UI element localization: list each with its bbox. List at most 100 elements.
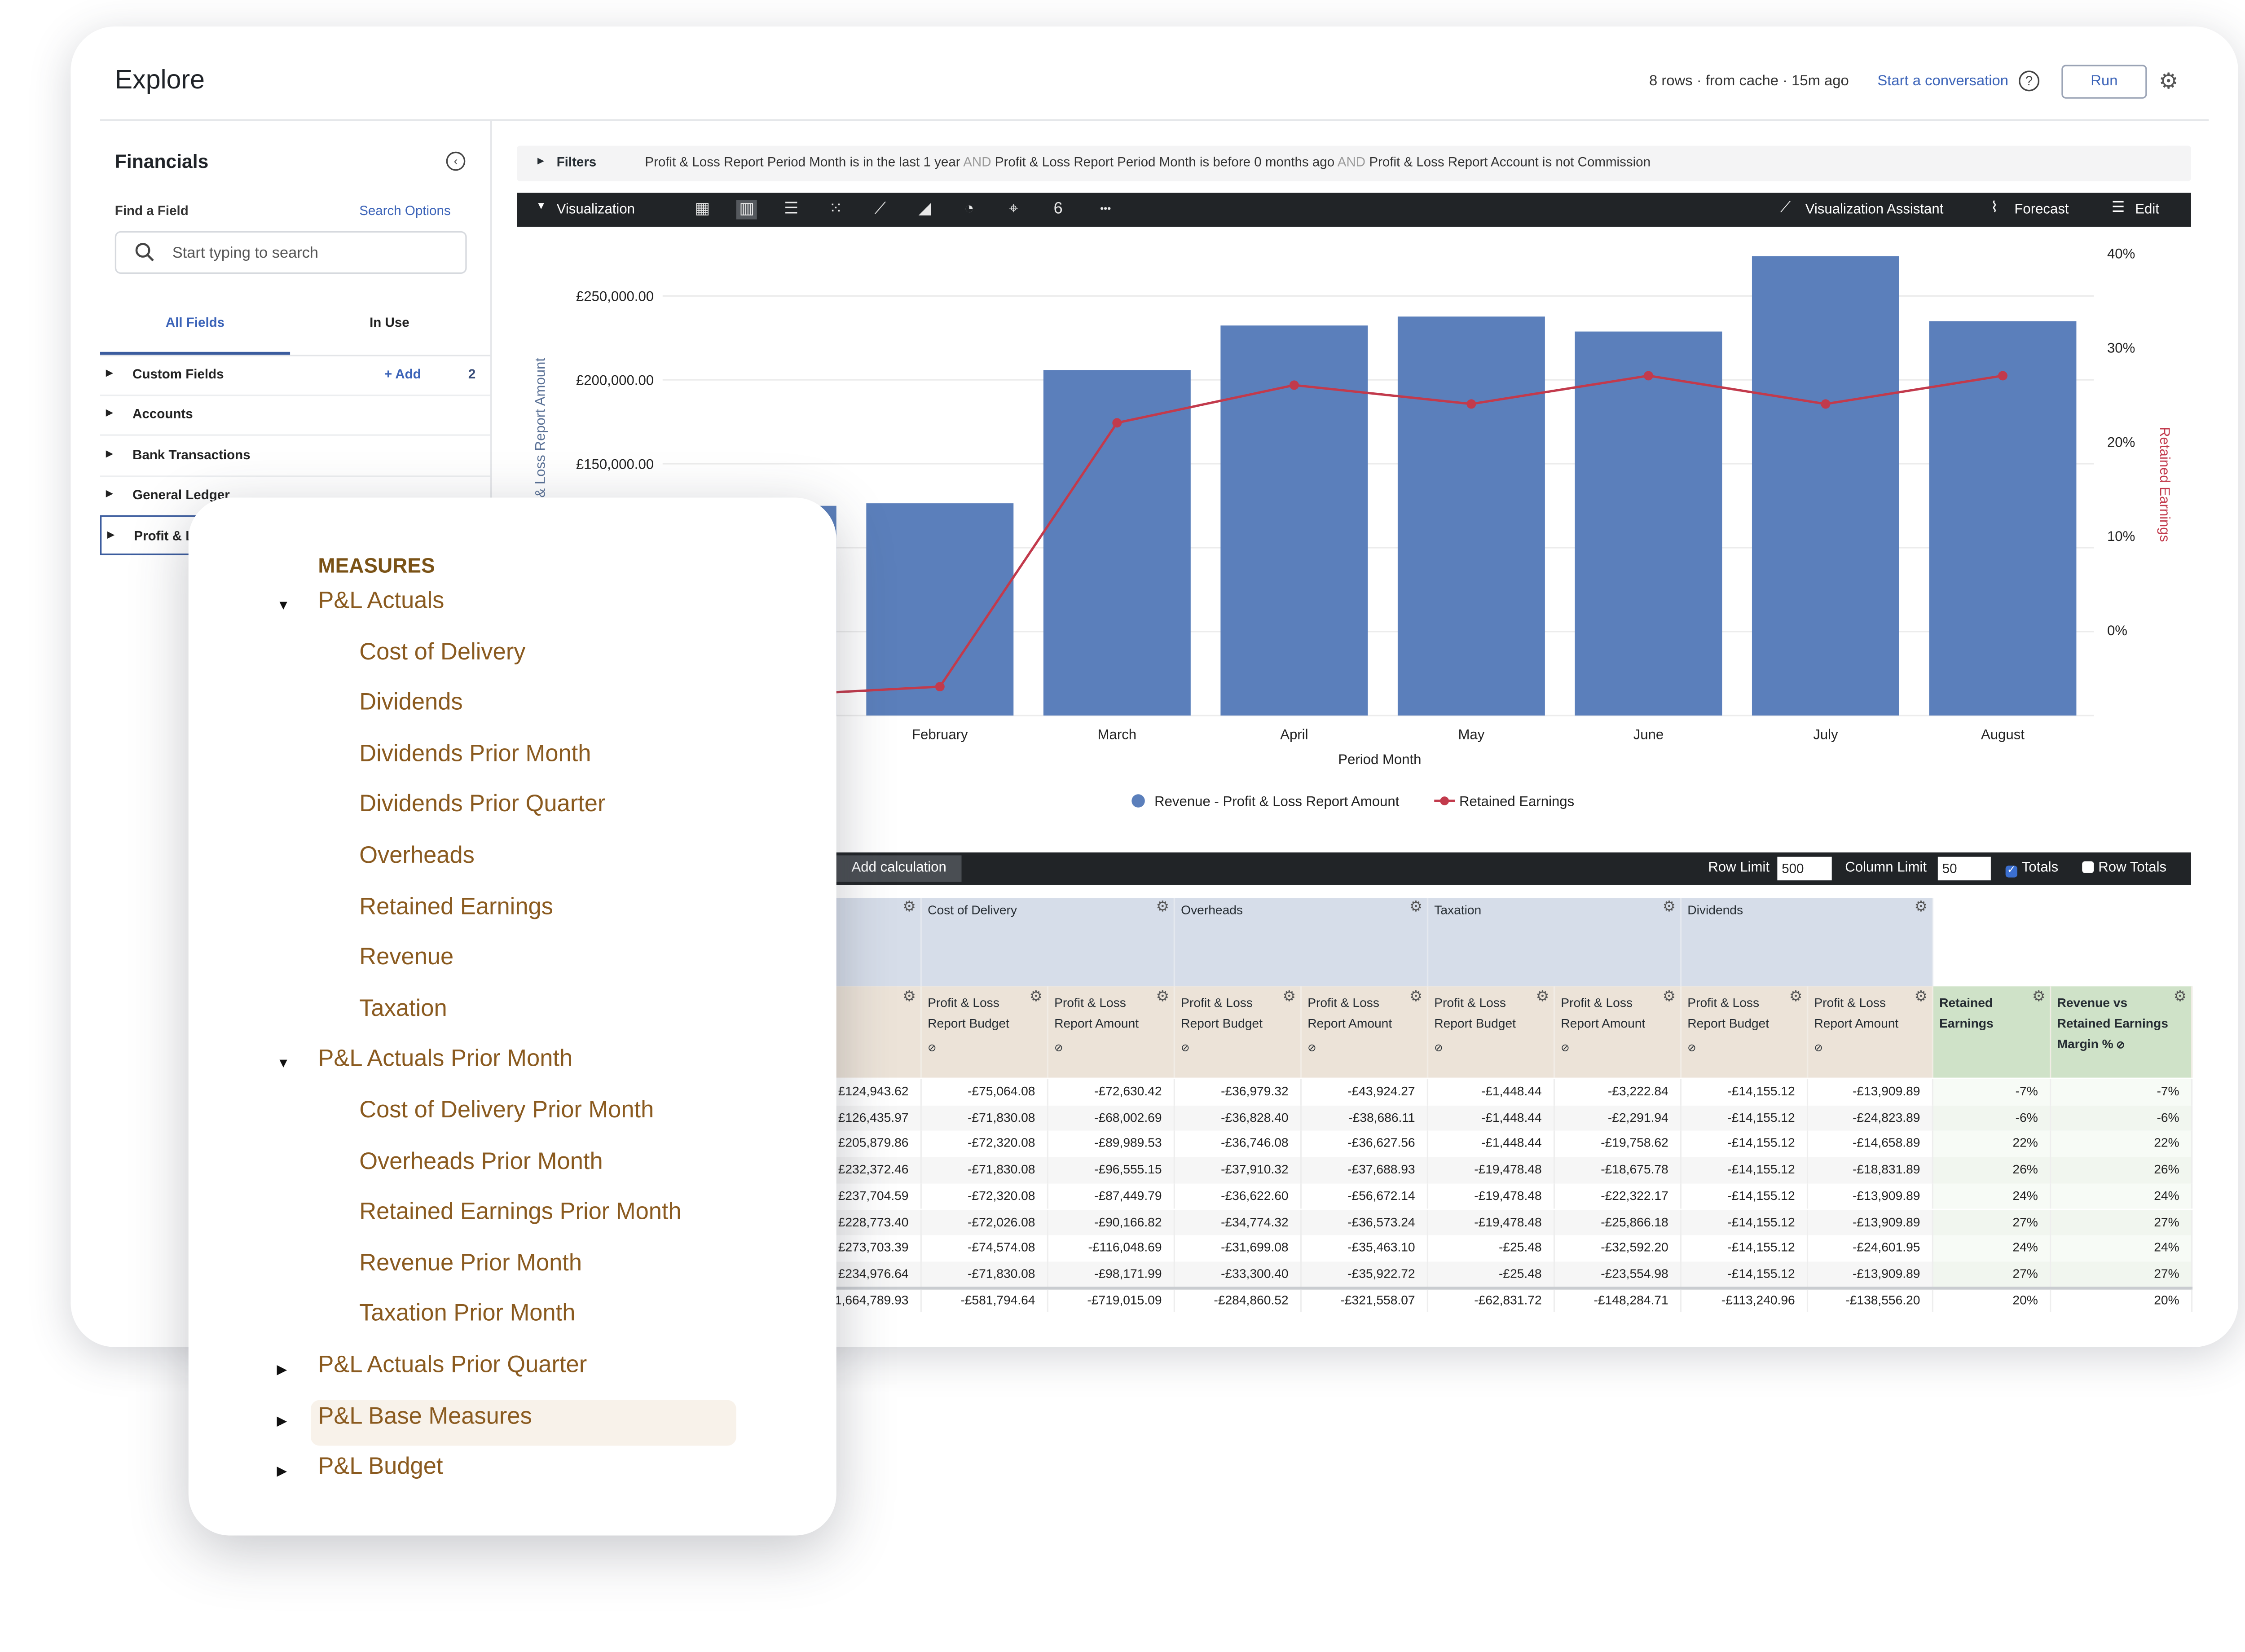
add-calculation-button[interactable]: Add calculation	[836, 855, 962, 882]
gear-icon[interactable]: ⚙	[1282, 989, 1296, 1006]
filters-bar[interactable]: ▶ Filters Profit & Loss Report Period Mo…	[517, 145, 2191, 181]
gear-icon[interactable]: ⚙	[902, 989, 916, 1006]
gear-icon[interactable]: ⚙	[1029, 989, 1043, 1006]
visualization-label[interactable]: Visualization	[556, 202, 635, 218]
column-header[interactable]: Profit & Loss Report Budget ⊘ ⚙	[1682, 986, 1809, 1078]
map-pin-icon[interactable]: ⌖	[1009, 200, 1018, 218]
field-item[interactable]: Revenue Prior Month	[359, 1251, 582, 1276]
field-item[interactable]: Cost of Delivery Prior Month	[359, 1098, 654, 1124]
gear-icon[interactable]: ⚙	[1914, 899, 1928, 916]
column-header[interactable]: Profit & Loss Report Budget ⊘ ⚙	[921, 986, 1049, 1078]
bar-chart-icon[interactable]: ▥	[736, 200, 757, 220]
sidebar-section-bank-transactions[interactable]: ▶ Bank Transactions	[100, 436, 491, 477]
line-point-march[interactable]	[1112, 418, 1122, 428]
field-group-p-l-actuals-prior-month[interactable]: P&L Actuals Prior Month	[318, 1047, 573, 1072]
tab-in-use[interactable]: In Use	[370, 315, 409, 330]
field-search-input[interactable]	[169, 240, 455, 267]
field-group-p-l-actuals[interactable]: P&L Actuals	[318, 589, 445, 614]
gear-icon[interactable]: ⚙	[2032, 989, 2046, 1006]
gear-icon[interactable]: ⚙	[1156, 989, 1169, 1006]
bar-march[interactable]	[1043, 370, 1191, 716]
caret-down-icon[interactable]: ▼	[277, 598, 290, 613]
bar-august[interactable]	[1929, 321, 2077, 716]
field-item[interactable]: Dividends Prior Quarter	[359, 792, 606, 818]
column-header[interactable]: Profit & Loss Report Budget ⊘ ⚙	[1175, 986, 1302, 1078]
line-point-june[interactable]	[1643, 371, 1653, 381]
caret-right-icon[interactable]: ▶	[277, 1362, 287, 1377]
caret-right-icon[interactable]: ▶	[277, 1412, 287, 1428]
column-header[interactable]: Profit & Loss Report Amount ⊘ ⚙	[1302, 986, 1429, 1078]
bar-june[interactable]	[1575, 331, 1722, 716]
gear-icon[interactable]: ⚙	[1662, 899, 1676, 916]
table-icon[interactable]: ▦	[695, 200, 710, 218]
caret-right-icon[interactable]: ▶	[277, 1463, 287, 1479]
scatter-icon[interactable]: ⁙	[829, 200, 843, 218]
single-value-icon[interactable]: 6	[1053, 200, 1063, 218]
field-item[interactable]: Retained Earnings Prior Month	[359, 1200, 682, 1226]
pie-chart-icon[interactable]: ◔	[964, 200, 974, 218]
line-point-may[interactable]	[1466, 399, 1476, 409]
bar-february[interactable]	[866, 503, 1014, 716]
gear-icon[interactable]: ⚙	[1662, 989, 1676, 1006]
field-item[interactable]: Overheads	[359, 844, 475, 869]
expand-filters-icon[interactable]: ▶	[537, 157, 545, 167]
gear-icon[interactable]: ⚙	[1156, 899, 1169, 916]
bar-may[interactable]	[1397, 316, 1545, 716]
field-search[interactable]	[114, 231, 467, 274]
field-item[interactable]: Retained Earnings	[359, 894, 553, 920]
column-header[interactable]: Profit & Loss Report Amount ⊘ ⚙	[1808, 986, 1933, 1078]
row-totals-checkbox[interactable]	[2082, 861, 2094, 873]
column-limit-input[interactable]: 50	[1937, 857, 1991, 881]
bar-july[interactable]	[1752, 256, 1899, 716]
gear-icon[interactable]: ⚙	[1536, 989, 1549, 1006]
line-chart-icon[interactable]: ⟋	[874, 200, 886, 218]
sidebar-section-accounts[interactable]: ▶ Accounts	[100, 395, 491, 436]
column-header[interactable]: Profit & Loss Report Amount ⊘ ⚙	[1048, 986, 1175, 1078]
field-item[interactable]: Taxation Prior Month	[359, 1302, 576, 1327]
field-group-p-l-budget[interactable]: P&L Budget	[318, 1454, 443, 1480]
line-point-february[interactable]	[935, 682, 945, 692]
help-circle-icon[interactable]: ?	[2019, 70, 2040, 92]
line-point-april[interactable]	[1289, 380, 1299, 390]
edit-button[interactable]: Edit	[2135, 202, 2159, 218]
gear-icon[interactable]: ⚙	[2158, 69, 2179, 94]
field-group-p-l-base-measures[interactable]: P&L Base Measures	[318, 1404, 532, 1429]
gear-icon[interactable]: ⚙	[1409, 989, 1422, 1006]
row-limit-input[interactable]: 500	[1777, 857, 1832, 881]
legend-bar-label[interactable]: Revenue - Profit & Loss Report Amount	[1154, 794, 1400, 809]
caret-down-icon[interactable]: ▼	[277, 1056, 290, 1071]
line-point-july[interactable]	[1821, 399, 1831, 409]
field-item[interactable]: Dividends Prior Month	[359, 742, 591, 767]
gear-icon[interactable]: ⚙	[1409, 899, 1422, 916]
field-item[interactable]: Revenue	[359, 945, 454, 971]
totals-toggle[interactable]: ✓ Totals	[2005, 860, 2058, 878]
collapse-visualization-icon[interactable]: ▼	[536, 202, 546, 212]
row-totals-toggle[interactable]: Row Totals	[2082, 860, 2166, 876]
add-custom-field-button[interactable]: + Add	[384, 366, 421, 382]
column-header[interactable]: Profit & Loss Report Budget ⊘ ⚙	[1428, 986, 1555, 1078]
gear-icon[interactable]: ⚙	[902, 899, 916, 916]
totals-checkbox[interactable]: ✓	[2005, 866, 2017, 878]
tab-all-fields[interactable]: All Fields	[165, 315, 225, 330]
gear-icon[interactable]: ⚙	[2173, 989, 2187, 1006]
more-icon[interactable]: •••	[1100, 204, 1111, 215]
sidebar-section-custom-fields[interactable]: ▶ Custom Fields + Add 2	[100, 355, 491, 396]
field-item[interactable]: Taxation	[359, 996, 447, 1022]
field-item[interactable]: Overheads Prior Month	[359, 1149, 603, 1174]
column-header[interactable]: Profit & Loss Report Amount ⊘ ⚙	[1555, 986, 1682, 1078]
area-chart-icon[interactable]: ◢	[918, 200, 931, 218]
column-header[interactable]: Revenue vs Retained Earnings Margin % ⊘ ⚙	[2051, 986, 2193, 1078]
run-button[interactable]: Run	[2061, 65, 2147, 99]
gear-icon[interactable]: ⚙	[1789, 989, 1803, 1006]
line-point-august[interactable]	[1998, 371, 2007, 381]
gear-icon[interactable]: ⚙	[1914, 989, 1928, 1006]
list-icon[interactable]: ☰	[784, 200, 799, 218]
field-item[interactable]: Cost of Delivery	[359, 640, 526, 665]
column-header[interactable]: Retained Earnings ⚙	[1933, 986, 2051, 1078]
field-group-p-l-actuals-prior-quarter[interactable]: P&L Actuals Prior Quarter	[318, 1353, 587, 1378]
collapse-sidebar-icon[interactable]: ‹	[446, 151, 466, 171]
search-options-link[interactable]: Search Options	[359, 203, 451, 218]
start-conversation-link[interactable]: Start a conversation	[1877, 73, 2009, 90]
visualization-assistant-button[interactable]: Visualization Assistant	[1805, 202, 1944, 218]
forecast-button[interactable]: Forecast	[2014, 202, 2069, 218]
